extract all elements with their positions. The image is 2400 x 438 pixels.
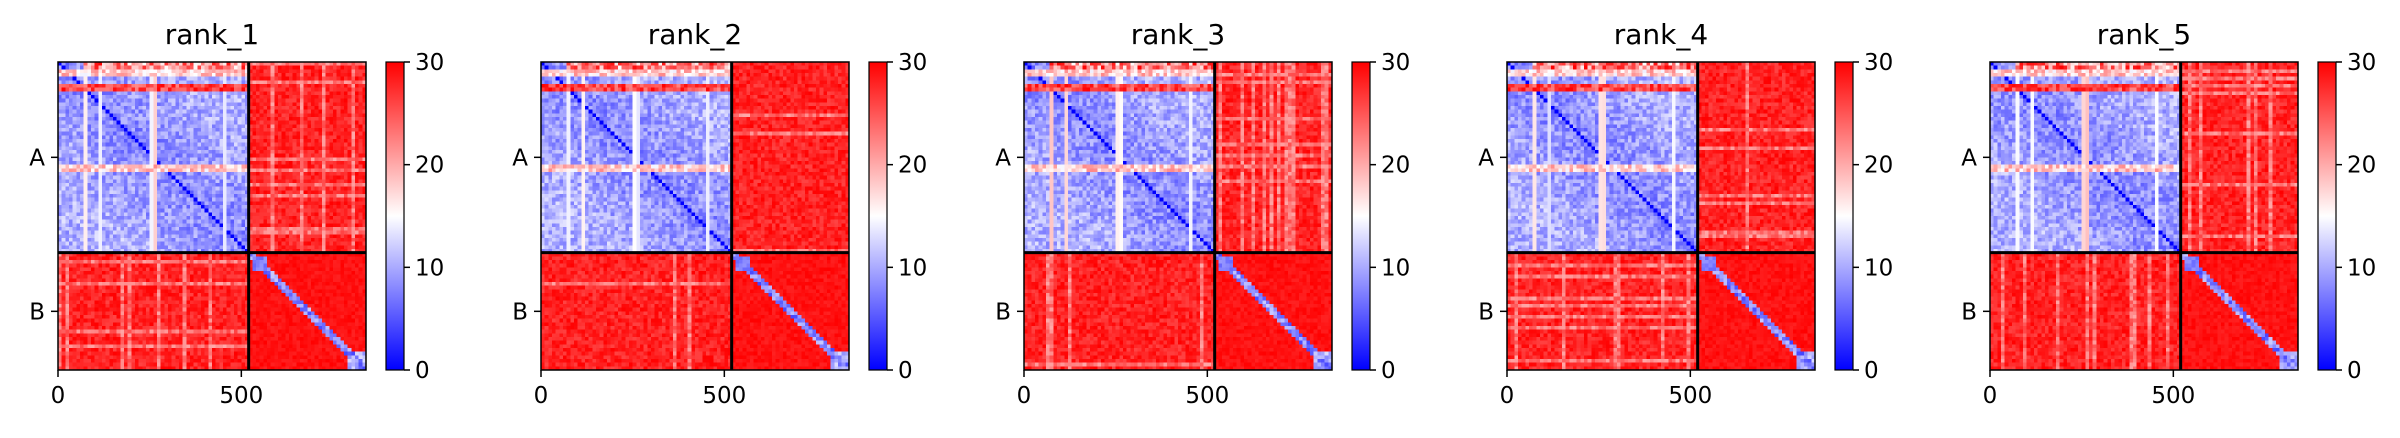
heatmap-panel-4: rank_4 0 500 A B 0 10 20 30 xyxy=(1478,18,1893,409)
heatmap-panel-3: rank_3 0 500 A B 0 10 20 30 xyxy=(995,18,1410,409)
colorbar-tick-label: 0 xyxy=(1381,358,1396,384)
colorbar-tick-label: 20 xyxy=(898,153,927,179)
colorbar-tick-label: 30 xyxy=(2347,50,2376,76)
heatmap-image xyxy=(58,62,366,370)
panel-title: rank_1 xyxy=(165,18,259,51)
x-tick-label: 500 xyxy=(1668,383,1712,409)
panel-title: rank_5 xyxy=(2097,18,2191,51)
axes-frame xyxy=(1023,61,1333,371)
heatmap-image xyxy=(541,62,849,370)
colorbar xyxy=(1351,61,1371,371)
x-tick-label: 0 xyxy=(1017,383,1032,409)
x-tick-label: 500 xyxy=(702,383,746,409)
colorbar-tick-label: 20 xyxy=(415,153,444,179)
colorbar-tick-label: 30 xyxy=(415,50,444,76)
colorbar-tick-label: 20 xyxy=(2347,153,2376,179)
row-label: B xyxy=(512,299,528,325)
colorbar-tick-label: 0 xyxy=(2347,358,2362,384)
row-label: B xyxy=(1961,299,1977,325)
row-label: B xyxy=(29,299,45,325)
heatmap-image xyxy=(1507,62,1815,370)
row-label: A xyxy=(512,145,528,171)
heatmap-image xyxy=(1024,62,1332,370)
heatmap-image xyxy=(1990,62,2298,370)
heatmap-panel-1: rank_1 0 500 A B 0 10 20 30 xyxy=(29,18,444,409)
row-label: A xyxy=(1961,145,1977,171)
colorbar-tick-label: 20 xyxy=(1864,153,1893,179)
colorbar xyxy=(1834,61,1854,371)
axes-frame xyxy=(540,61,850,371)
colorbar xyxy=(868,61,888,371)
x-tick-label: 0 xyxy=(534,383,549,409)
row-label: A xyxy=(995,145,1011,171)
x-tick-label: 0 xyxy=(1500,383,1515,409)
colorbar-tick-label: 0 xyxy=(415,358,430,384)
colorbar-tick-label: 10 xyxy=(898,255,927,281)
colorbar-tick-label: 10 xyxy=(1381,255,1410,281)
colorbar xyxy=(385,61,405,371)
panel-title: rank_4 xyxy=(1614,18,1708,51)
panel-title: rank_2 xyxy=(648,18,742,51)
row-label: B xyxy=(1478,299,1494,325)
colorbar-tick-label: 30 xyxy=(898,50,927,76)
x-tick-label: 0 xyxy=(1983,383,1998,409)
row-label: B xyxy=(995,299,1011,325)
axes-frame xyxy=(1989,61,2299,371)
row-label: A xyxy=(1478,145,1494,171)
colorbar-tick-label: 30 xyxy=(1864,50,1893,76)
colorbar-tick-label: 10 xyxy=(2347,255,2376,281)
x-tick-label: 500 xyxy=(219,383,263,409)
colorbar-tick-label: 10 xyxy=(415,255,444,281)
x-tick-label: 500 xyxy=(1185,383,1229,409)
x-tick-label: 500 xyxy=(2151,383,2195,409)
colorbar-tick-label: 0 xyxy=(898,358,913,384)
axes-frame xyxy=(57,61,367,371)
colorbar-tick-label: 30 xyxy=(1381,50,1410,76)
colorbar-tick-label: 10 xyxy=(1864,255,1893,281)
heatmap-panel-5: rank_5 0 500 A B 0 10 20 30 xyxy=(1961,18,2376,409)
colorbar-tick-label: 20 xyxy=(1381,153,1410,179)
x-tick-label: 0 xyxy=(51,383,66,409)
colorbar xyxy=(2317,61,2337,371)
axes-frame xyxy=(1506,61,1816,371)
colorbar-tick-label: 0 xyxy=(1864,358,1879,384)
heatmap-panel-2: rank_2 0 500 A B 0 10 20 30 xyxy=(512,18,927,409)
panel-title: rank_3 xyxy=(1131,18,1225,51)
row-label: A xyxy=(29,145,45,171)
